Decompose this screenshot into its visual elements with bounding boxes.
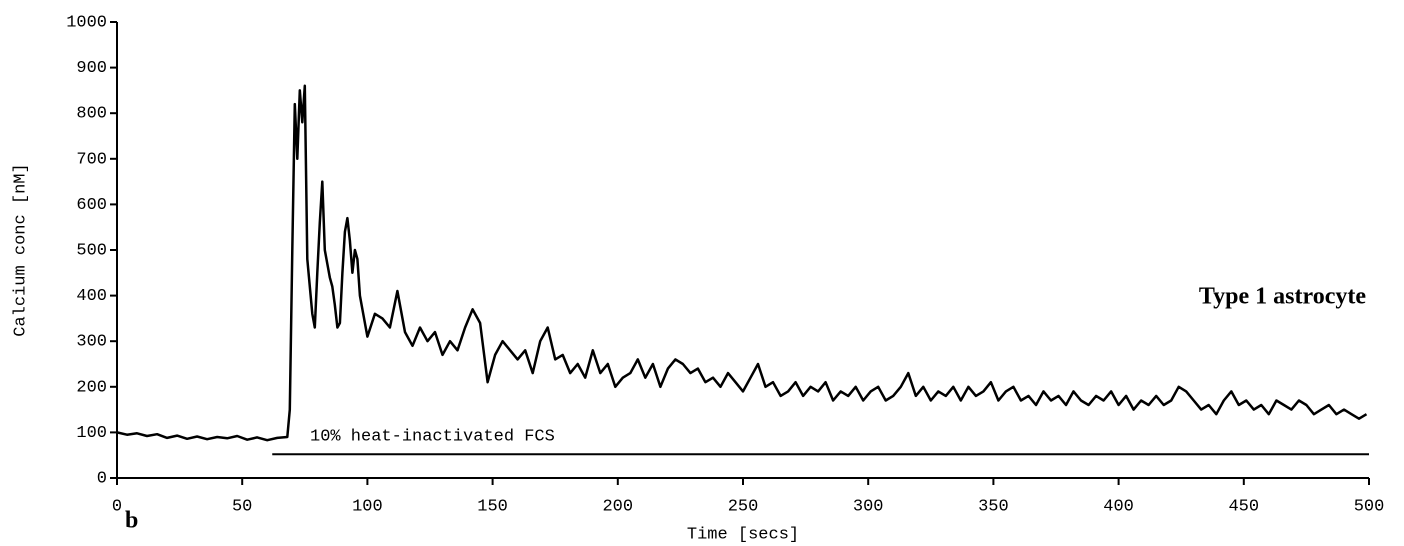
stimulus-label: 10% heat-inactivated FCS: [310, 427, 555, 446]
x-tick-label: 300: [853, 497, 884, 516]
x-tick-label: 100: [352, 497, 383, 516]
y-tick-label: 0: [97, 469, 107, 488]
y-tick-label: 100: [76, 424, 107, 443]
y-tick-label: 900: [76, 59, 107, 78]
y-tick-label: 400: [76, 287, 107, 306]
x-tick-label: 200: [602, 497, 633, 516]
y-tick-label: 1000: [66, 13, 107, 32]
y-tick-label: 500: [76, 241, 107, 260]
data-line: [116, 84, 1368, 442]
x-tick-label: 400: [1103, 497, 1134, 516]
x-tick-label: 500: [1354, 497, 1385, 516]
x-tick-label: 350: [978, 497, 1009, 516]
annotation: Type 1 astrocyte: [1199, 284, 1366, 310]
panel-label: b: [125, 508, 138, 534]
y-tick-label: 800: [76, 105, 107, 124]
y-tick-label: 300: [76, 333, 107, 352]
y-axis-label: Calcium conc [nM]: [11, 163, 30, 336]
y-tick-label: 200: [76, 378, 107, 397]
x-tick-label: 150: [477, 497, 508, 516]
x-tick-label: 250: [728, 497, 759, 516]
y-tick-label: 600: [76, 196, 107, 215]
x-axis-label: Time [secs]: [687, 525, 799, 544]
y-tick-label: 700: [76, 150, 107, 169]
x-tick-label: 50: [232, 497, 252, 516]
x-tick-label: 450: [1228, 497, 1259, 516]
x-tick-label: 0: [112, 497, 122, 516]
